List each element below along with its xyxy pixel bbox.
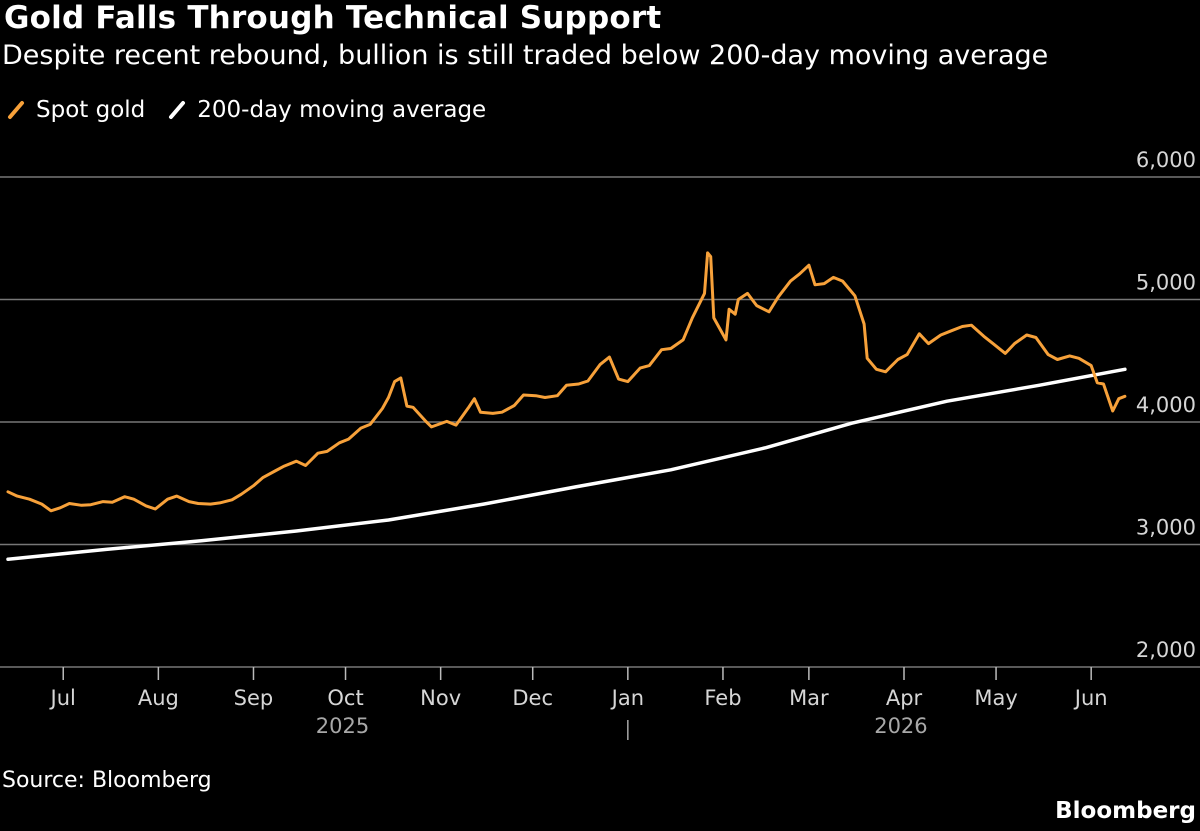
moving-average-line [6, 367, 1127, 561]
bloomberg-logo: Bloomberg [1055, 798, 1196, 824]
x-tick-label: Aug [138, 686, 179, 710]
y-tick-label: 6,000 [1136, 148, 1196, 172]
y-tick-label: 4,000 [1136, 393, 1196, 417]
x-tick-label: Jan [610, 686, 644, 710]
legend-label-moving-average: 200-day moving average [197, 97, 487, 123]
x-tick-label: Oct [327, 686, 363, 710]
x-tick-label: Sep [234, 686, 274, 710]
chart-title: Gold Falls Through Technical Support [4, 0, 662, 36]
chart-subtitle: Despite recent rebound, bullion is still… [2, 40, 1049, 71]
x-tick-label: Jul [49, 686, 76, 710]
legend: Spot gold 200-day moving average [6, 97, 508, 123]
y-tick-label: 5,000 [1136, 271, 1196, 295]
legend-item-moving-average: 200-day moving average [167, 97, 486, 123]
year-label: 2025 [316, 714, 369, 738]
x-tick-label: Nov [420, 686, 461, 710]
legend-label-spot-gold: Spot gold [36, 97, 146, 123]
x-tick-label: May [974, 686, 1017, 710]
year-label: 2026 [874, 714, 927, 738]
x-tick-label: Jun [1073, 686, 1108, 710]
legend-swatch-spot-gold [8, 101, 24, 119]
legend-swatch-moving-average [169, 101, 186, 119]
x-tick-label: Feb [704, 686, 741, 710]
legend-item-spot-gold: Spot gold [6, 97, 145, 123]
x-tick-label: Mar [789, 686, 829, 710]
y-tick-label: 2,000 [1136, 638, 1196, 662]
source-note: Source: Bloomberg [2, 768, 212, 793]
y-tick-label: 3,000 [1136, 516, 1196, 540]
x-tick-label: Dec [512, 686, 553, 710]
x-tick-label: Apr [886, 686, 923, 710]
spot-gold-line [6, 251, 1127, 513]
